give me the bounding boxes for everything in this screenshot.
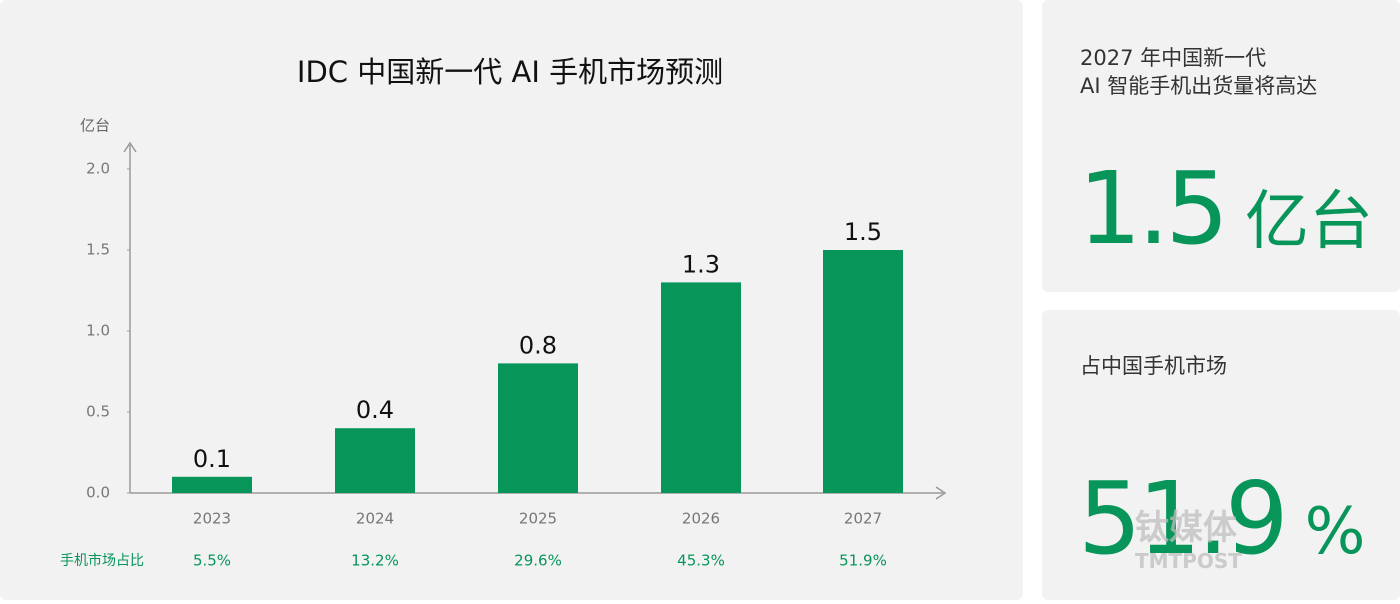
- share-row-label: 手机市场占比: [60, 552, 144, 569]
- chart-title: IDC 中国新一代 AI 手机市场预测: [297, 55, 723, 89]
- bar: [498, 363, 578, 493]
- x-tick-label: 2024: [356, 510, 394, 528]
- market-share: 51.9%: [839, 552, 887, 570]
- chart-panel: IDC 中国新一代 AI 手机市场预测 亿台 手机市场占比 0.0 0.5 1.0 1…: [0, 0, 1023, 600]
- data-label: 0.8: [519, 331, 557, 359]
- y-tick-label: 0.5: [86, 403, 110, 421]
- y-tick-label: 2.0: [86, 160, 110, 178]
- card-title-line: AI 智能手机出货量将高达: [1080, 74, 1318, 98]
- card-title-line: 2027 年中国新一代: [1080, 46, 1267, 70]
- y-unit: 亿台: [80, 117, 110, 135]
- x-tick-label: 2027: [844, 510, 882, 528]
- market-share: 29.6%: [514, 552, 562, 570]
- x-tick-label: 2023: [193, 510, 231, 528]
- market-share: 45.3%: [677, 552, 725, 570]
- y-arrow: [123, 141, 137, 153]
- y-tick-label: 0.0: [86, 484, 110, 502]
- data-label: 0.4: [356, 396, 394, 424]
- y-tick-label: 1.0: [86, 322, 110, 340]
- card-number: 1.5: [1078, 150, 1229, 267]
- bar: [172, 476, 252, 493]
- card-value: 1.5 亿台: [1078, 150, 1373, 267]
- x-tick-label: 2025: [519, 510, 557, 528]
- x-tick-label: 2026: [682, 510, 720, 528]
- watermark-text: TMTPOST: [1135, 549, 1242, 573]
- watermark-text: 钛媒体: [1135, 508, 1237, 548]
- card-title: 占中国手机市场: [1080, 352, 1227, 380]
- chart: IDC 中国新一代 AI 手机市场预测 亿台 手机市场占比 0.0 0.5 1.0 1…: [60, 55, 947, 570]
- data-label: 1.5: [844, 218, 882, 246]
- data-label: 0.1: [193, 445, 231, 473]
- bar: [335, 428, 415, 493]
- market-share: 5.5%: [193, 552, 231, 570]
- card-value: 51.9%: [1078, 460, 1365, 577]
- card-number: 51.9: [1078, 460, 1289, 577]
- card-title: 2027 年中国新一代 AI 智能手机出货量将高达: [1080, 44, 1317, 100]
- bar: [823, 250, 903, 493]
- card: 占中国手机市场 51.9%: [1042, 310, 1400, 600]
- y-tick-label: 1.5: [86, 241, 110, 259]
- card-unit: %: [1304, 495, 1366, 569]
- data-label: 1.3: [682, 250, 720, 278]
- x-arrow: [935, 486, 947, 500]
- market-share: 13.2%: [351, 552, 399, 570]
- watermark: 钛媒体 TMTPOST: [1135, 500, 1242, 573]
- card-title-line: 占中国手机市场: [1080, 354, 1227, 378]
- card: 2027 年中国新一代 AI 智能手机出货量将高达 1.5 亿台: [1042, 0, 1400, 292]
- bar: [661, 282, 741, 493]
- card-unit: 亿台: [1245, 185, 1374, 259]
